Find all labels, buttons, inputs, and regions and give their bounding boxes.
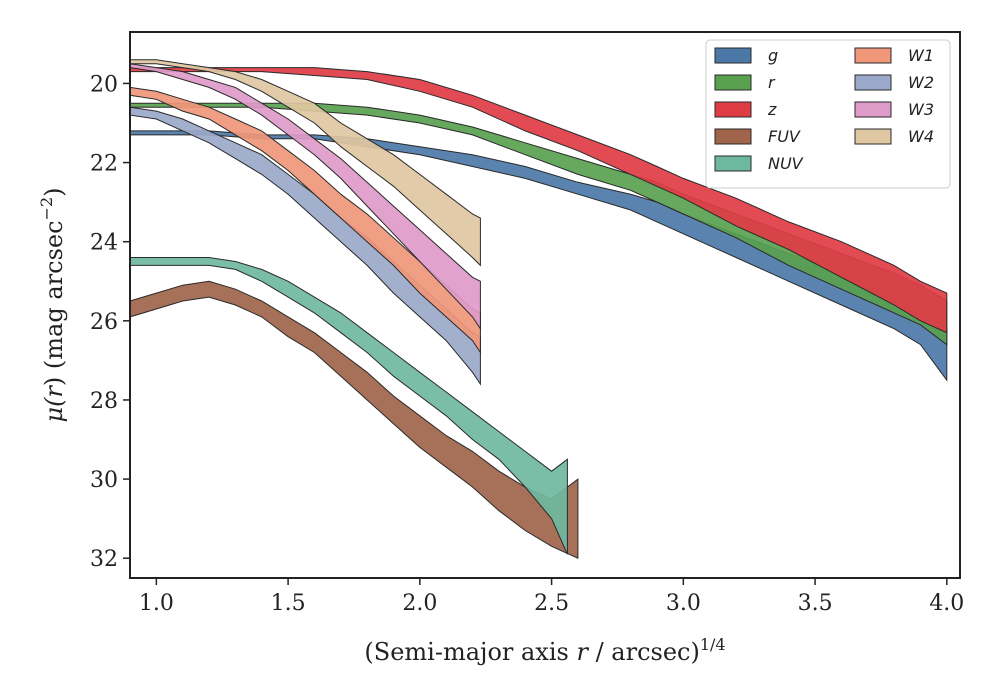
x-tick-label: 1.5	[271, 591, 306, 616]
plot-frame	[129, 31, 961, 579]
series-area-fuv	[129, 280, 579, 559]
x-axis: 1.0 1.5 2.0 2.5 3.0 3.5 4.0	[139, 578, 964, 616]
y-axis-label-var: r	[40, 385, 68, 398]
legend-swatch-w4	[854, 128, 892, 145]
x-tick-label: 2.0	[402, 591, 437, 616]
y-axis-label-close: )	[40, 187, 68, 196]
legend-swatch-fuv	[714, 128, 752, 145]
legend-label-g: g	[768, 46, 778, 65]
y-tick-label: 24	[90, 231, 118, 256]
legend-label-fuv: FUV	[768, 127, 801, 146]
legend: grz FUV NUV W1 W2 W3 W4	[705, 39, 951, 189]
y-tick-label: 22	[90, 152, 118, 177]
x-axis-label-var: r	[576, 638, 589, 666]
series-area-w3	[129, 63, 481, 331]
y-tick-label: 28	[90, 389, 118, 414]
x-tick-label: 2.5	[534, 591, 569, 616]
x-tick-label: 4.0	[929, 591, 964, 616]
series-area-r	[129, 102, 948, 346]
x-axis-label-sup: 1/4	[700, 635, 726, 654]
y-tick-label: 32	[90, 547, 118, 572]
legend-label-w4: W4	[908, 127, 934, 146]
y-axis-label-rest: ) (mag arcsec	[40, 220, 68, 386]
legend-swatch-w1	[854, 47, 892, 64]
x-tick-label: 3.5	[798, 591, 833, 616]
legend-swatch-w3	[854, 101, 892, 118]
legend-label-nuv: NUV	[768, 154, 804, 173]
legend-swatch-nuv	[714, 155, 752, 172]
series-area-w2	[129, 106, 481, 386]
x-tick-label: 1.0	[139, 591, 174, 616]
y-axis: 20 22 24 26 28 30 32	[90, 72, 130, 572]
x-axis-label-prefix: (Semi-major axis	[364, 638, 576, 666]
legend-swatch-r	[714, 74, 752, 91]
y-tick-label: 26	[90, 310, 118, 335]
series-area-nuv	[129, 257, 568, 555]
y-axis-label-sup: −2	[37, 197, 56, 221]
legend-label-z: z	[767, 100, 777, 119]
legend-label-r: r	[768, 73, 776, 92]
y-axis-label: μ(r) (mag arcsec−2)	[37, 187, 68, 422]
legend-label-w1: W1	[908, 46, 934, 65]
series-area-w1	[129, 86, 481, 355]
legend-label-w3: W3	[908, 100, 934, 119]
legend-label-w2: W2	[908, 73, 934, 92]
series-areas	[129, 59, 948, 559]
legend-swatch-z	[714, 101, 752, 118]
y-tick-label: 30	[90, 468, 118, 493]
series-area-z	[129, 67, 948, 334]
legend-swatch-g	[714, 47, 752, 64]
x-axis-label: (Semi-major axis r / arcsec)1/4	[364, 635, 725, 666]
x-tick-label: 3.0	[666, 591, 701, 616]
x-axis-label-mid: / arcsec)	[588, 638, 700, 666]
y-tick-label: 20	[90, 72, 118, 97]
series-area-w4	[129, 59, 481, 267]
y-axis-label-mu: μ(	[40, 397, 68, 423]
legend-swatch-w2	[854, 74, 892, 91]
